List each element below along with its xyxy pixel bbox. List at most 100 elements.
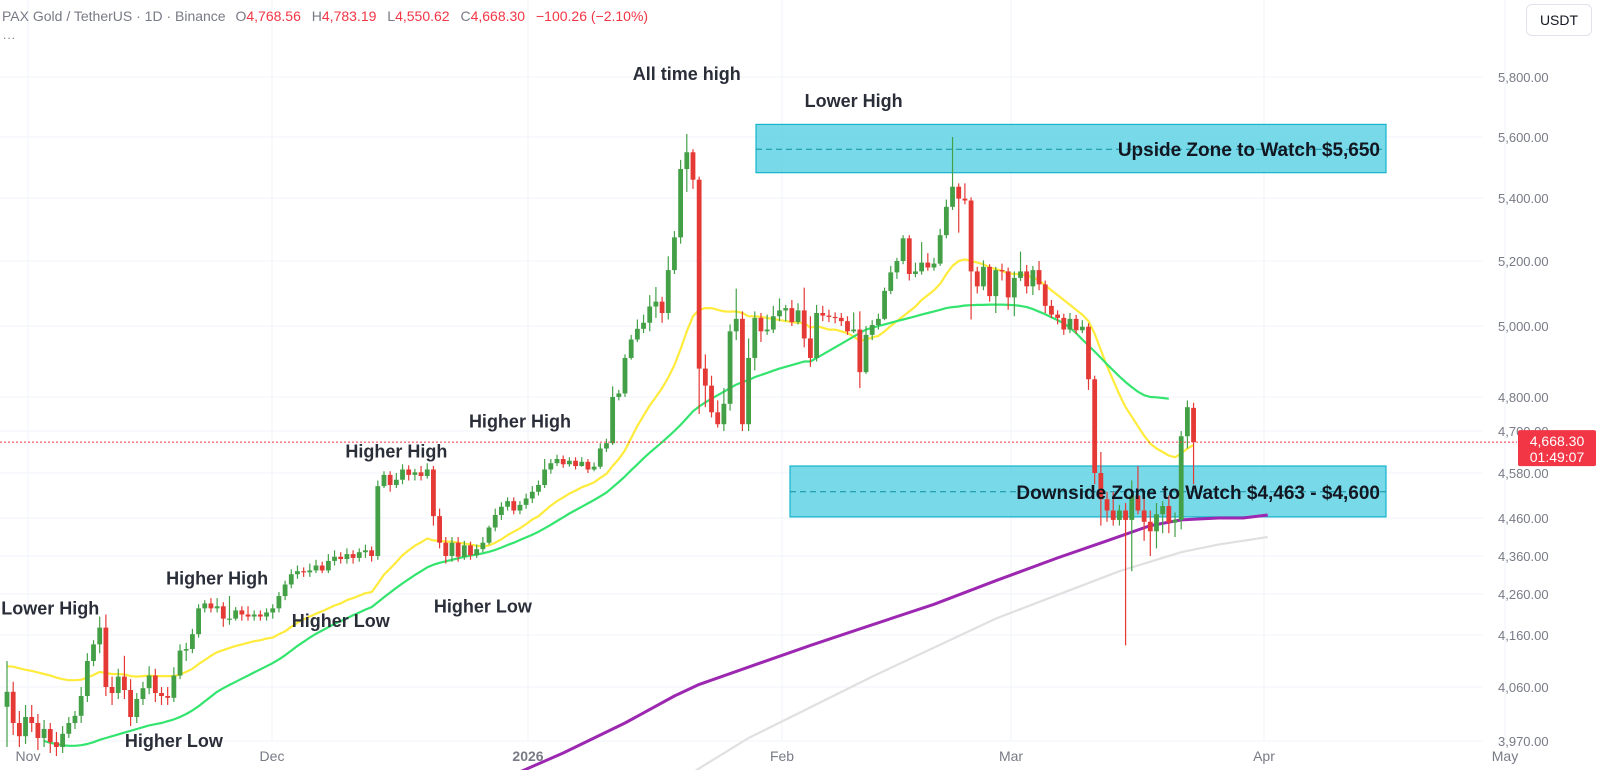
grid-lines [0, 0, 1506, 742]
time-tick-label: Feb [770, 748, 794, 764]
candle-body [838, 317, 844, 322]
candle-body [560, 459, 566, 465]
time-axis[interactable]: Nov Dec 2026 Feb Mar Apr May [16, 748, 1519, 764]
candle-body [10, 691, 16, 723]
candle-body [412, 472, 418, 475]
candle-body [332, 556, 337, 561]
candle-body [146, 675, 152, 689]
candle-body [239, 610, 245, 615]
price-tick-label: 4,460.00 [1498, 511, 1549, 526]
price-axis[interactable]: 5,800.00 5,600.00 5,400.00 5,200.00 5,000.00… [1498, 70, 1549, 749]
candle-body [709, 385, 714, 413]
candle-body [795, 310, 801, 323]
candle-body [196, 608, 201, 635]
candle-body [628, 339, 634, 358]
candle-body [1184, 407, 1190, 437]
open-key: O [235, 8, 247, 24]
candle-body [1172, 519, 1178, 523]
candle-body [931, 263, 937, 268]
time-tick-label: Nov [16, 748, 41, 764]
candle-body [1024, 271, 1030, 287]
zone-box[interactable] [789, 465, 1387, 518]
zone-box[interactable] [755, 123, 1387, 174]
candle-body [159, 693, 164, 696]
candle-body [1178, 436, 1184, 520]
candle-body [875, 318, 881, 326]
candle-body [1166, 506, 1172, 523]
candle-body [264, 612, 269, 617]
candle-body [486, 527, 492, 543]
candle-body [597, 448, 603, 467]
candle-body [35, 723, 41, 738]
candle-body [696, 179, 702, 369]
candle-body [134, 699, 140, 717]
candle-body [103, 627, 109, 687]
candle-body [678, 169, 684, 238]
candle-body [1141, 510, 1147, 522]
candle-body [968, 200, 974, 272]
candle-body [499, 506, 504, 515]
candle-body [616, 393, 622, 397]
candle-body [369, 550, 375, 556]
ema-mid-line [43, 303, 1169, 747]
candle-body [894, 261, 900, 273]
symbol-title[interactable]: PAX Gold / TetherUS · 1D · Binance [2, 8, 226, 24]
candle-body [1123, 510, 1128, 520]
candle-body [857, 329, 863, 373]
candle-body [202, 603, 208, 609]
candle-body [233, 610, 239, 619]
symbol-legend[interactable]: PAX Gold / TetherUS · 1D · Binance O4,76… [2, 8, 655, 24]
candle-body [733, 318, 739, 332]
candle-body [845, 321, 850, 332]
candle-body [350, 554, 356, 558]
candle-body [548, 463, 554, 470]
price-tick-label: 4,260.00 [1498, 587, 1549, 602]
candle-body [882, 290, 887, 319]
candle-body [943, 206, 949, 236]
candle-body [72, 715, 78, 723]
more-icon[interactable]: ... [3, 28, 17, 42]
candle-body [832, 316, 838, 319]
candle-body [418, 472, 424, 476]
candle-body [431, 469, 436, 517]
candle-body [208, 603, 214, 609]
time-tick-label: Apr [1253, 748, 1275, 764]
candle-body [60, 733, 66, 747]
candle-body [610, 397, 616, 444]
time-tick-label: Dec [260, 748, 285, 764]
candle-body [245, 614, 251, 617]
candle-body [987, 266, 993, 297]
candle-body [869, 325, 875, 335]
candle-body [604, 443, 609, 449]
candle-body [950, 186, 955, 207]
last-price-box [1518, 430, 1596, 467]
candle-body [1160, 506, 1166, 515]
candle-body [511, 501, 517, 511]
zones[interactable] [755, 123, 1387, 518]
candle-body [375, 486, 381, 556]
candle-body [1011, 277, 1017, 298]
candle-body [97, 627, 103, 645]
candle-body [721, 403, 727, 425]
candle-body [1049, 305, 1054, 315]
candle-body [1030, 270, 1036, 287]
candle-body [956, 186, 962, 199]
price-tick-label: 5,800.00 [1498, 70, 1549, 85]
currency-button[interactable]: USDT [1526, 4, 1592, 36]
zone-label: Upside Zone to Watch $5,650 [1118, 140, 1380, 161]
candle-body [474, 549, 480, 556]
candle-body [363, 550, 368, 553]
candle-body [47, 729, 53, 743]
candle-body [1117, 510, 1122, 520]
candle-body [851, 329, 857, 332]
candle-body [900, 238, 906, 261]
candle-body [641, 322, 646, 329]
candle-body [449, 542, 455, 556]
annotation-label: Higher Low [292, 611, 391, 631]
low-value: 4,550.62 [395, 8, 450, 24]
candle-body [1042, 284, 1048, 306]
candle-body [29, 717, 35, 723]
candle-body [443, 542, 449, 556]
candle-body [393, 479, 399, 485]
